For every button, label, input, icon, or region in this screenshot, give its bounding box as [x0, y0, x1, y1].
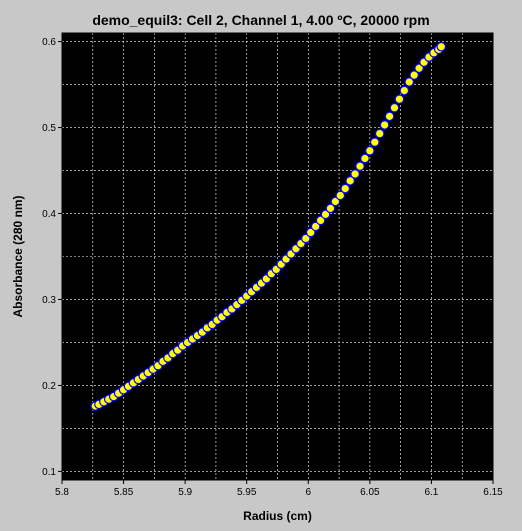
data-point	[414, 63, 424, 74]
data-point	[394, 94, 405, 104]
data-point	[305, 227, 316, 238]
chart-title: demo_equil3: Cell 2, Channel 1, 4.00 ºC,…	[92, 12, 430, 28]
data-point	[345, 176, 355, 186]
x-tick-label: 5.9	[178, 487, 192, 498]
data-point	[330, 196, 341, 207]
data-point	[310, 221, 321, 232]
data-point	[301, 233, 311, 244]
data-point	[335, 190, 346, 201]
data-point	[389, 102, 400, 113]
data-point	[369, 137, 380, 147]
y-tick-label: 0.5	[42, 123, 56, 134]
data-points	[90, 41, 447, 411]
y-axis-title: Absorbance (280 nm)	[11, 195, 25, 317]
data-point	[315, 215, 326, 226]
y-tick-label: 0.4	[42, 209, 56, 220]
y-tick-label: 0.3	[42, 295, 56, 306]
y-tick-label: 0.6	[42, 37, 56, 48]
x-tick-label: 6.05	[360, 487, 380, 498]
plot-frame	[61, 32, 494, 481]
y-tick-label: 0.1	[42, 467, 56, 478]
data-point	[404, 77, 415, 87]
x-tick-label: 5.85	[114, 487, 134, 498]
data-point	[399, 85, 410, 96]
x-tick-label: 6	[306, 487, 312, 498]
x-tick-label: 5.8	[55, 487, 69, 498]
x-tick-label: 5.95	[237, 487, 257, 498]
data-point	[340, 183, 351, 194]
x-tick-label: 6.1	[424, 487, 438, 498]
data-point	[409, 70, 419, 80]
data-point	[325, 203, 336, 214]
data-point	[350, 169, 360, 179]
data-point	[355, 161, 365, 172]
x-axis-title: Radius (cm)	[243, 509, 312, 523]
data-point	[365, 145, 375, 156]
axes: 5.8 5.85 5.9 5.95 6 6.05 6.1 6.15 0.1 0.2 0.3 0.4 0.…	[42, 32, 503, 498]
data-point	[436, 41, 447, 52]
data-point	[320, 209, 331, 220]
data-point	[379, 120, 390, 130]
data-point	[374, 128, 385, 139]
y-tick-label: 0.2	[42, 381, 56, 392]
data-point	[360, 153, 370, 164]
x-tick-label: 6.15	[483, 487, 503, 498]
data-point	[384, 111, 395, 122]
